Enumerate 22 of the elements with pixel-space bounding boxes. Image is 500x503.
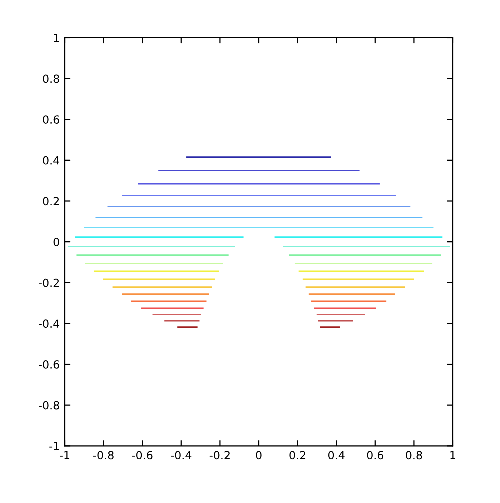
- y-tick-label: 0.4: [43, 156, 60, 165]
- y-tick-label: -1: [50, 442, 60, 450]
- x-tick-label: 0.8: [406, 451, 422, 460]
- x-tick-label: 1: [450, 451, 456, 460]
- x-tick-label: -0.6: [132, 451, 153, 460]
- y-tick-label: 1: [54, 34, 60, 42]
- x-tick-label: -0.4: [171, 451, 192, 460]
- x-tick-label: 0.2: [290, 451, 306, 460]
- y-tick-label: 0: [54, 238, 60, 246]
- x-tick-label: 0: [256, 451, 262, 460]
- x-tick-label: 0.4: [328, 451, 345, 460]
- y-tick-label: 0.6: [43, 116, 60, 124]
- y-tick-label: 0.8: [43, 74, 60, 84]
- y-tick-label: -0.6: [39, 360, 60, 369]
- y-tick-label: -0.4: [39, 320, 60, 328]
- x-tick-label: -0.8: [94, 451, 114, 460]
- x-tick-label: -0.2: [210, 451, 230, 460]
- x-tick-label: -1: [60, 451, 70, 460]
- y-tick-label: -0.8: [39, 401, 60, 410]
- x-tick-label: 0.6: [367, 451, 384, 460]
- y-tick-label: 0.2: [43, 197, 60, 206]
- y-tick-label: -0.2: [39, 278, 60, 288]
